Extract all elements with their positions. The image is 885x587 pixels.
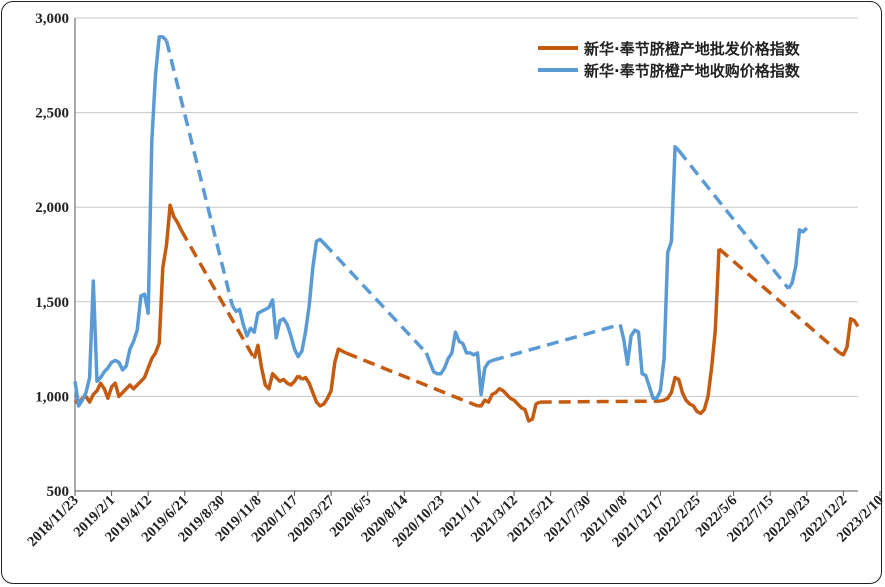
series-line-dashed-segment bbox=[717, 247, 841, 355]
series-line-dashed-segment bbox=[179, 229, 256, 360]
legend-label-purchase: 新华·奉节脐橙产地收购价格指数 bbox=[584, 62, 801, 80]
series-line-dashed-segment bbox=[491, 322, 621, 363]
series-line-segment bbox=[252, 343, 300, 391]
series-lines bbox=[73, 35, 860, 423]
y-tick-label: 2,000 bbox=[35, 200, 69, 216]
series-line-dashed-segment bbox=[296, 374, 304, 381]
series-0 bbox=[73, 203, 860, 423]
series-line-segment bbox=[659, 248, 721, 416]
series-line-segment bbox=[618, 144, 680, 401]
series-line-segment bbox=[301, 347, 347, 408]
y-tick-label: 1,000 bbox=[35, 389, 69, 405]
y-axis-ticks: 500 1,000 1,500 2,000 2,500 3,000 bbox=[35, 11, 69, 500]
series-line-dashed-segment bbox=[322, 241, 428, 355]
series-line-segment bbox=[477, 387, 541, 423]
series-line-segment bbox=[787, 226, 809, 290]
y-tick-label: 2,500 bbox=[35, 106, 69, 122]
gridlines bbox=[74, 17, 858, 492]
series-line-segment bbox=[424, 330, 493, 397]
series-line-segment bbox=[230, 237, 326, 359]
y-tick-label: 500 bbox=[47, 484, 70, 500]
series-line-segment bbox=[838, 317, 860, 357]
series-line-segment bbox=[73, 203, 183, 406]
series-line-dashed-segment bbox=[164, 40, 234, 307]
y-tick-label: 1,500 bbox=[35, 295, 69, 311]
y-tick-label: 3,000 bbox=[35, 11, 69, 27]
legend: 新华·奉节脐橙产地批发价格指数 新华·奉节脐橙产地收购价格指数 bbox=[538, 40, 801, 80]
series-line-dashed-segment bbox=[539, 399, 661, 404]
series-1 bbox=[73, 35, 809, 408]
series-line-segment bbox=[73, 35, 168, 408]
series-line-dashed-segment bbox=[677, 149, 790, 290]
x-axis-ticks: 2018/11/232019/2/12019/4/122019/6/212019… bbox=[24, 491, 885, 551]
legend-label-wholesale: 新华·奉节脐橙产地批发价格指数 bbox=[584, 40, 801, 58]
series-line-dashed-segment bbox=[345, 351, 479, 408]
x-tick-label: 2018/11/23 bbox=[24, 493, 81, 550]
